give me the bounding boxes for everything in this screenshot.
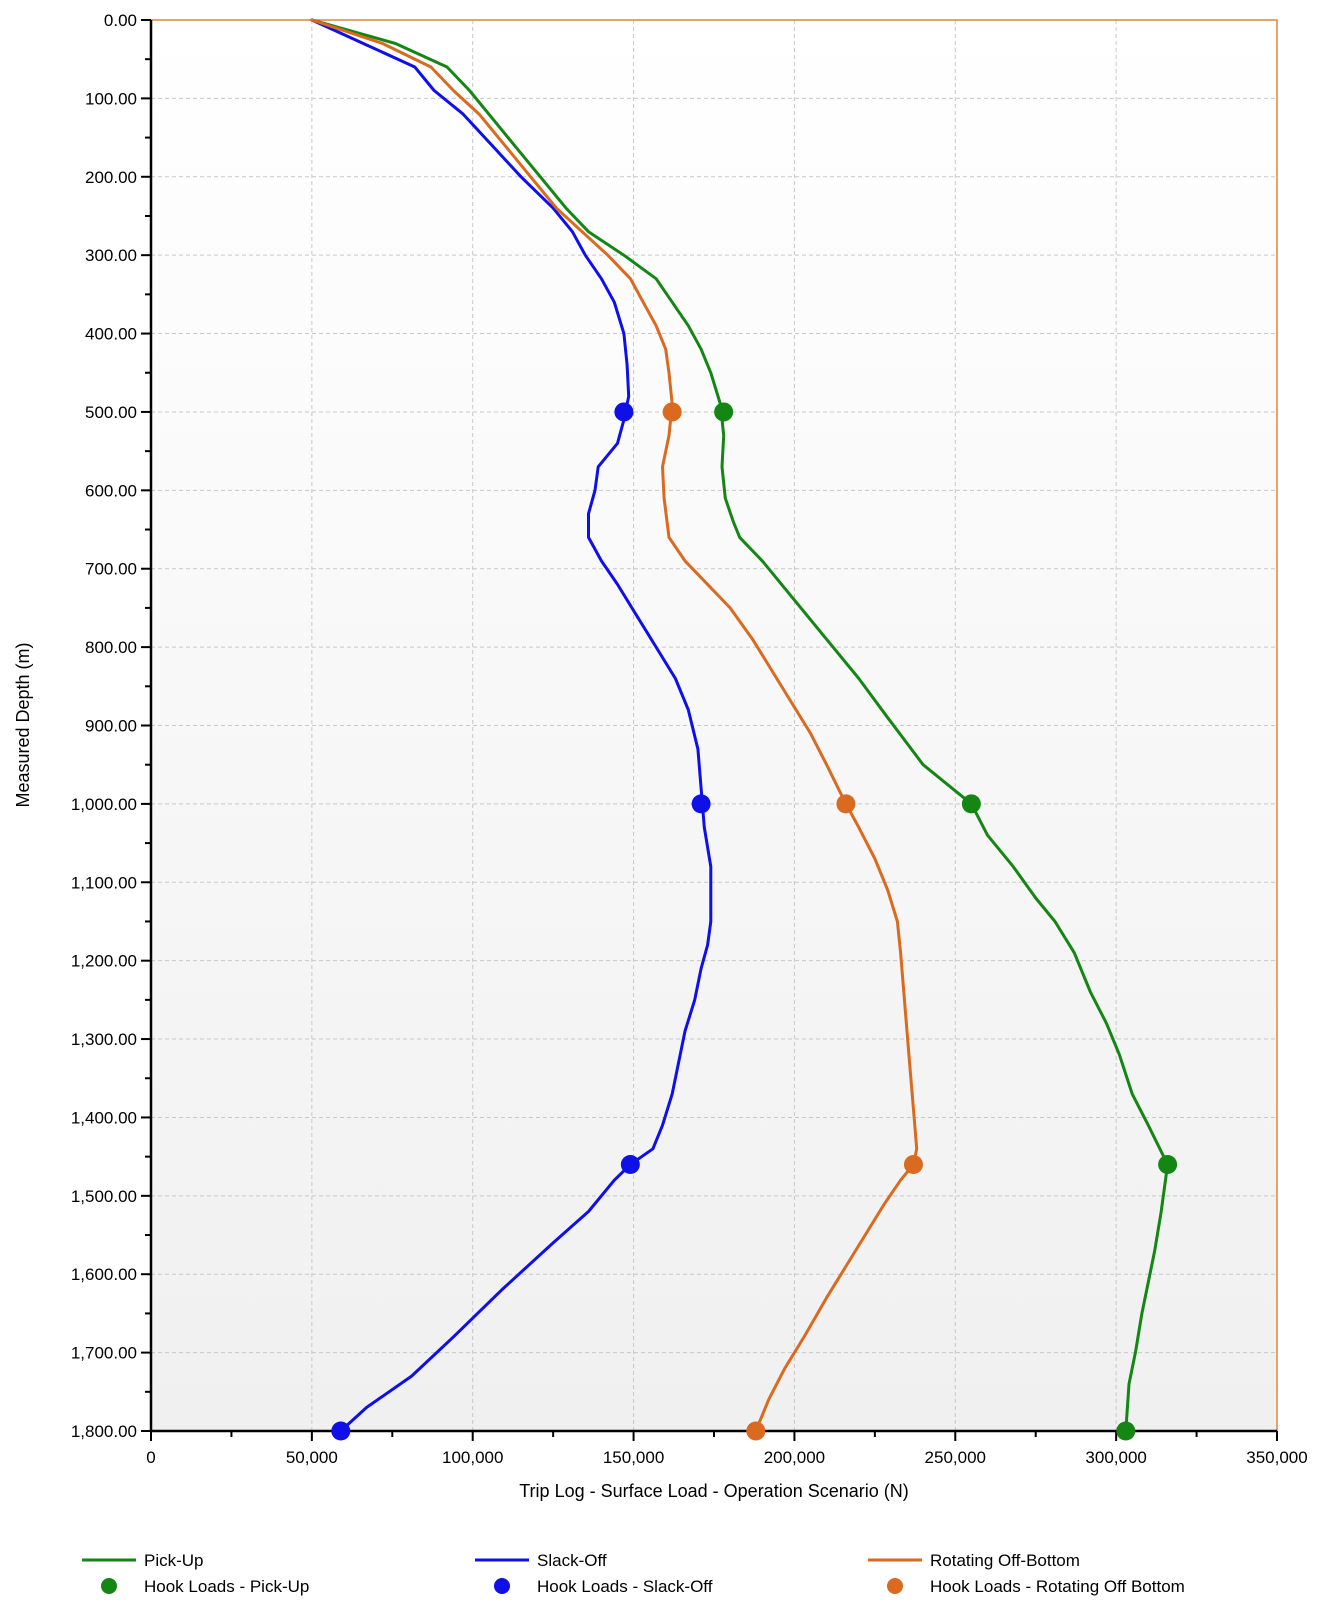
y-tick-label: 600.00 [85, 481, 137, 500]
legend-label-hook-loads-pick-up: Hook Loads - Pick-Up [144, 1577, 309, 1596]
legend-swatch-hook-loads-pick-up [101, 1578, 117, 1594]
y-tick-label: 1,400.00 [71, 1108, 137, 1127]
marker-hook-loads-slack-off [614, 402, 634, 422]
marker-hook-loads-pick-up [714, 402, 734, 422]
y-axis-title: Measured Depth (m) [13, 642, 33, 807]
marker-hook-loads-slack-off [620, 1154, 640, 1174]
x-tick-label: 50,000 [286, 1448, 338, 1467]
y-tick-label: 1,500.00 [71, 1187, 137, 1206]
legend-label-pick-up: Pick-Up [144, 1551, 204, 1570]
legend-label-rotating-off-bottom: Rotating Off-Bottom [930, 1551, 1080, 1570]
marker-hook-loads-slack-off [691, 794, 711, 814]
x-tick-label: 350,000 [1246, 1448, 1307, 1467]
marker-hook-loads-rotating-off-bottom [746, 1421, 766, 1441]
legend-label-hook-loads-slack-off: Hook Loads - Slack-Off [537, 1577, 713, 1596]
marker-hook-loads-pick-up [961, 794, 981, 814]
marker-hook-loads-rotating-off-bottom [903, 1154, 923, 1174]
marker-hook-loads-pick-up [1158, 1154, 1178, 1174]
x-tick-label: 100,000 [442, 1448, 503, 1467]
legend-label-hook-loads-rotating-off-bottom: Hook Loads - Rotating Off Bottom [930, 1577, 1185, 1596]
series-line-pick-up [310, 18, 1170, 1433]
y-tick-label: 1,800.00 [71, 1422, 137, 1441]
y-tick-label: 900.00 [85, 717, 137, 736]
y-tick-label: 500.00 [85, 403, 137, 422]
y-tick-label: 0.00 [104, 11, 137, 30]
legend-label-slack-off: Slack-Off [537, 1551, 607, 1570]
y-tick-label: 700.00 [85, 560, 137, 579]
marker-hook-loads-rotating-off-bottom [662, 402, 682, 422]
hook-load-markers [331, 402, 1178, 1441]
y-tick-label: 800.00 [85, 638, 137, 657]
marker-hook-loads-slack-off [331, 1421, 351, 1441]
y-tick-label: 1,000.00 [71, 795, 137, 814]
y-tick-label: 1,100.00 [71, 873, 137, 892]
y-tick-label: 200.00 [85, 168, 137, 187]
legend-swatch-hook-loads-rotating-off-bottom [887, 1578, 903, 1594]
y-tick-label: 100.00 [85, 89, 137, 108]
y-tick-label: 1,700.00 [71, 1344, 137, 1363]
grid-lines [151, 20, 1277, 1431]
x-tick-label: 0 [146, 1448, 155, 1467]
y-tick-label: 400.00 [85, 325, 137, 344]
y-tick-label: 1,600.00 [71, 1265, 137, 1284]
x-tick-label: 300,000 [1085, 1448, 1146, 1467]
y-tick-label: 1,200.00 [71, 952, 137, 971]
x-tick-label: 150,000 [603, 1448, 664, 1467]
legend: Pick-Up Slack-Off Rotating Off-Bottom Hook … [82, 1551, 1185, 1596]
x-tick-label: 250,000 [925, 1448, 986, 1467]
axes: 0 50,000 100,000 150,000 200,000 250,000 300,0… [71, 11, 1308, 1467]
series-line-rotating-off-bottom [310, 18, 919, 1433]
legend-swatch-hook-loads-slack-off [494, 1578, 510, 1594]
y-tick-label: 300.00 [85, 246, 137, 265]
marker-hook-loads-rotating-off-bottom [836, 794, 856, 814]
y-tick-label: 1,300.00 [71, 1030, 137, 1049]
x-axis-title: Trip Log - Surface Load - Operation Scen… [519, 1481, 909, 1501]
x-tick-label: 200,000 [764, 1448, 825, 1467]
marker-hook-loads-pick-up [1116, 1421, 1136, 1441]
